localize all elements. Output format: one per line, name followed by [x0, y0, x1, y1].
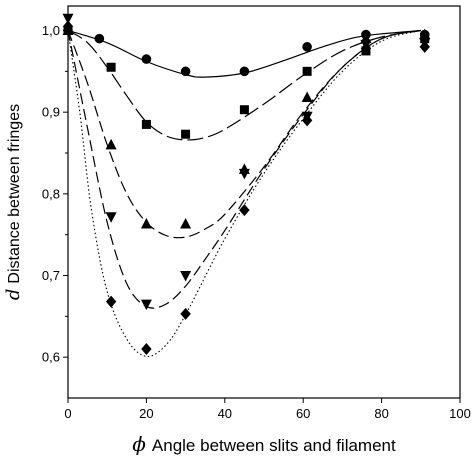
data-point-diamond	[105, 295, 117, 308]
fit-curve-triangle-down	[67, 29, 421, 309]
data-point-triangle-down	[105, 212, 117, 223]
data-point-square	[239, 105, 249, 115]
plot-marks	[62, 13, 431, 358]
data-point-square	[141, 119, 151, 129]
y-axis-title: Distance between fringes	[6, 104, 23, 284]
x-axis-title: Angle between slits and filament	[152, 436, 396, 455]
data-point-circle	[141, 54, 152, 64]
x-axis-label: ϕ Angle between slits and filament	[132, 432, 396, 456]
data-point-square	[106, 62, 116, 72]
y-tick-label: 0,6	[42, 350, 60, 365]
x-tick-label: 0	[64, 406, 71, 421]
data-point-circle	[302, 42, 312, 52]
y-tick-label: 1,0	[42, 23, 60, 38]
data-point-diamond	[239, 204, 250, 217]
plot-frame	[67, 5, 461, 399]
data-point-square	[181, 129, 191, 139]
data-point-circle	[94, 33, 105, 44]
data-point-triangle-up	[301, 91, 313, 102]
data-point-diamond	[180, 307, 191, 320]
data-point-square	[302, 66, 312, 76]
axis-ticks: 0 20 40 60 80 100 0,6 0,7 0,8 0,9 1,0	[42, 23, 471, 421]
y-axis-label: d Distance between fringes	[3, 104, 24, 300]
data-point-triangle-up	[180, 218, 192, 229]
fit-curve-diamond	[67, 29, 421, 358]
y-tick-label: 0,9	[42, 105, 60, 120]
data-point-circle	[180, 66, 191, 77]
x-axis-symbol: ϕ	[132, 432, 146, 456]
x-tick-label: 40	[218, 406, 232, 421]
fit-curve-circle	[67, 29, 421, 78]
y-tick-label: 0,8	[42, 186, 60, 201]
series-triangle-down	[62, 13, 431, 311]
y-tick-label: 0,7	[42, 268, 60, 283]
x-tick-label: 80	[374, 406, 388, 421]
x-tick-label: 100	[449, 406, 471, 421]
y-axis-symbol: d	[3, 289, 24, 301]
data-point-triangle-up	[105, 138, 117, 150]
series-triangle-up	[62, 24, 431, 239]
series-circle	[63, 25, 430, 78]
data-point-diamond	[360, 42, 372, 55]
x-tick-label: 20	[139, 406, 153, 421]
data-point-triangle-down	[238, 168, 250, 180]
data-point-triangle-down	[140, 299, 152, 311]
data-point-diamond	[141, 343, 152, 355]
x-tick-label: 60	[296, 406, 310, 421]
data-point-diamond	[419, 40, 430, 53]
data-point-triangle-down	[180, 271, 192, 282]
data-point-triangle-up	[419, 28, 431, 40]
data-point-diamond	[301, 114, 313, 127]
fit-curve-triangle-up	[67, 29, 421, 239]
data-point-triangle-up	[140, 218, 152, 229]
data-point-circle	[239, 66, 250, 77]
